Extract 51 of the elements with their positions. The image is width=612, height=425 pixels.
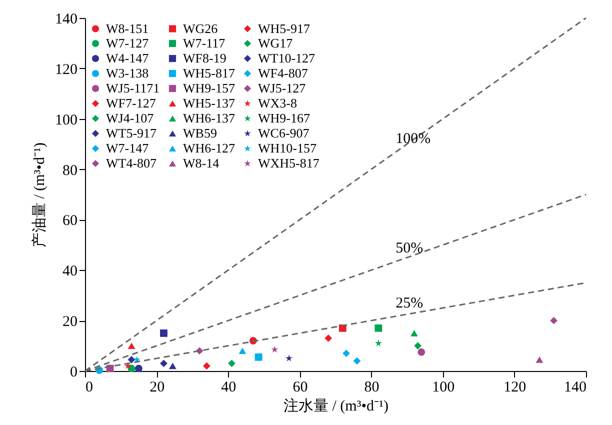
legend-label: WX3-8 [258,96,297,110]
series-label: 50% [396,240,424,257]
legend-label: WH9-157 [183,80,236,96]
y-tick-label: 120 [55,62,78,78]
legend-label: WG26 [183,20,218,36]
x-tick-label: 60 [292,380,308,396]
series-label: 25% [396,295,424,312]
legend-label: WH10-157 [258,140,317,156]
legend-label: W8-14 [183,156,220,170]
x-tick-label: 100 [432,380,455,396]
x-axis-title: 注水量 / (m³•d⁻¹) [283,398,389,414]
legend-label: W7-147 [106,140,150,156]
legend-label: WH5-817 [183,66,236,80]
series-label: 100% [396,131,431,148]
legend-label: WT4-807 [106,156,158,170]
legend-label: W4-147 [106,50,150,66]
legend-label: WH9-167 [258,110,310,126]
legend-label: WH6-137 [183,110,236,126]
legend-label: W7-127 [106,36,150,50]
legend-label: WXH5-817 [258,156,320,170]
legend-label: WF4-807 [258,66,308,80]
legend-label: WH5-137 [183,96,236,110]
legend-label: WT5-917 [106,126,158,140]
legend-label: W3-138 [106,66,149,80]
y-tick-label: 60 [62,213,78,230]
legend-label: WF8-19 [183,50,226,66]
y-tick-label: 80 [62,162,78,179]
y-tick-label: 40 [62,264,78,280]
x-tick-label: 20 [150,380,165,396]
legend-label: WF7-127 [106,96,156,110]
legend-label: WJ5-127 [258,80,306,96]
legend-label: WJ5-1171 [106,80,160,96]
legend-label: WH5-917 [258,20,310,36]
legend-label: W8-151 [106,20,149,36]
legend-label: WJ4-107 [106,110,154,126]
y-tick-label: 100 [55,112,78,128]
y-tick-label: 140 [55,12,78,28]
y-axis-title: 产油量 / (m³•d⁻¹) [31,142,48,248]
x-tick-label: 120 [504,380,526,396]
legend-label: WT10-127 [258,50,316,66]
y-tick-label: 0 [70,364,78,380]
legend-label: W7-117 [183,36,226,50]
x-tick-label: 140 [564,380,586,396]
legend-label: WC6-907 [258,126,310,140]
x-tick-label: 80 [364,380,380,396]
x-tick-label: 0 [86,380,93,396]
x-tick-label: 40 [221,380,236,396]
y-tick-label: 20 [62,314,78,330]
legend-label: WB59 [183,126,217,140]
legend-label: WG17 [258,36,294,50]
legend-label: WH6-127 [183,140,236,156]
